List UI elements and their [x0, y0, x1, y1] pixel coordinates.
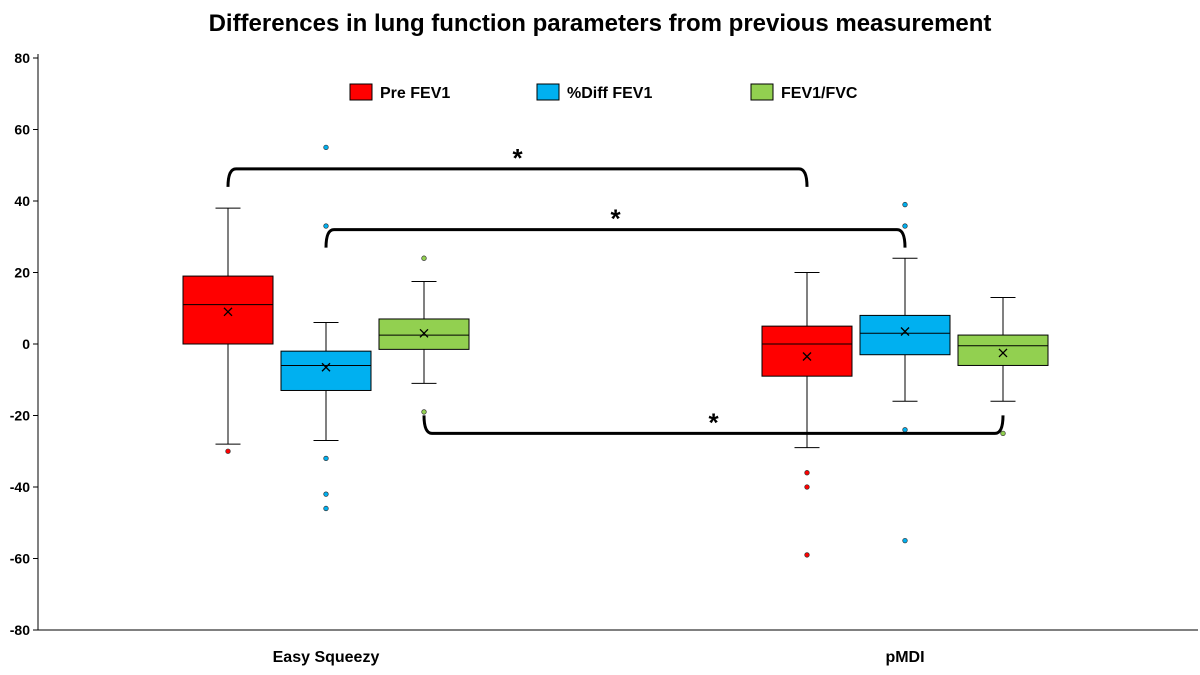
y-tick-label: 40 [14, 193, 30, 209]
outlier-point [421, 409, 427, 415]
outlier-point [804, 484, 810, 490]
x-category-label: pMDI [885, 649, 924, 666]
y-tick-label: 0 [22, 336, 30, 352]
chart-title: Differences in lung function parameters … [208, 10, 992, 37]
y-tick-label: -60 [10, 551, 30, 567]
y-tick-label: 20 [14, 265, 30, 281]
outlier-point [1000, 430, 1006, 437]
outlier-point [804, 552, 810, 558]
y-tick-label: -20 [10, 408, 30, 424]
outlier-point [323, 455, 329, 462]
mean-marker [419, 328, 429, 338]
y-tick-label: 80 [14, 50, 30, 66]
legend-swatch [349, 83, 373, 101]
y-tick-label: -40 [10, 479, 30, 495]
outlier-point [902, 201, 908, 208]
mean-marker [321, 362, 331, 372]
legend-label: Pre FEV1 [380, 85, 450, 102]
outlier-point [902, 427, 908, 433]
box-2-1 [957, 334, 1049, 366]
x-category-label: Easy Squeezy [273, 649, 380, 666]
outlier-point [323, 223, 329, 229]
mean-marker [900, 327, 910, 336]
y-tick-label: 60 [14, 122, 30, 138]
y-tick-label: -80 [10, 622, 30, 638]
outlier-point [902, 537, 908, 544]
legend-swatch [536, 83, 560, 101]
mean-marker [802, 352, 812, 361]
outlier-point [225, 448, 231, 454]
outlier-point [902, 223, 908, 229]
box-0-1 [761, 325, 853, 377]
significance-marker: * [610, 204, 621, 234]
box-1-1 [859, 314, 951, 356]
mean-marker [998, 348, 1008, 358]
box-0-0 [182, 275, 274, 345]
outlier-point [804, 470, 810, 476]
outlier-point [323, 505, 329, 512]
significance-marker: * [708, 407, 719, 437]
significance-bracket [226, 167, 809, 187]
mean-marker [223, 307, 233, 317]
legend-label: %Diff FEV1 [567, 85, 652, 102]
legend-swatch [750, 83, 774, 101]
legend-label: FEV1/FVC [781, 85, 858, 102]
outlier-point [323, 144, 329, 151]
significance-marker: * [512, 143, 523, 173]
significance-bracket [422, 415, 1005, 435]
box-1-0 [280, 350, 372, 391]
significance-bracket [324, 228, 907, 248]
outlier-point [421, 255, 427, 261]
outlier-point [323, 491, 329, 497]
